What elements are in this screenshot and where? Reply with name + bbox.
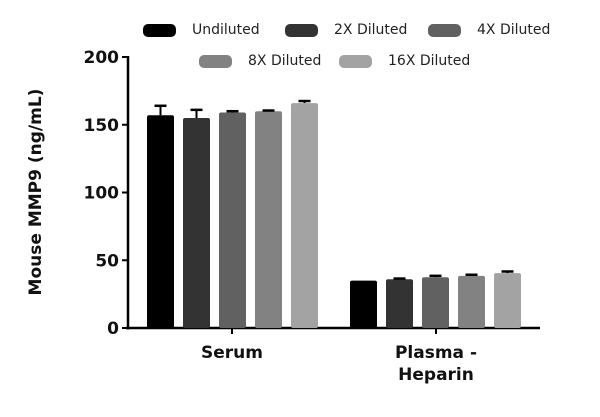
x-category-label: Serum: [201, 343, 263, 363]
bar: [147, 115, 174, 328]
legend-item-undiluted: Undiluted: [143, 22, 260, 38]
legend-item-2x: 2X Diluted: [285, 22, 407, 38]
y-axis-label: Mouse MMP9 (ng/mL): [26, 89, 46, 296]
legend-label: 16X Diluted: [388, 53, 471, 69]
legend-swatch: [285, 23, 318, 37]
bar: [291, 103, 318, 328]
bar: [386, 279, 413, 328]
y-tick-label: 50: [95, 251, 119, 271]
x-category-label: Heparin: [398, 365, 474, 385]
legend-item-16x: 16X Diluted: [339, 53, 470, 69]
legend-label: Undiluted: [192, 22, 260, 38]
legend-label: 2X Diluted: [334, 22, 408, 38]
legend-swatch: [199, 54, 232, 68]
bar: [255, 111, 282, 328]
legend-label: 8X Diluted: [248, 53, 322, 69]
legend-swatch: [143, 23, 176, 37]
legend-item-8x: 8X Diluted: [199, 53, 321, 69]
bar: [494, 273, 521, 328]
y-tick-label: 100: [84, 184, 120, 204]
bar: [422, 277, 449, 328]
bar: [219, 112, 246, 329]
x-category-label: Plasma -: [395, 343, 477, 363]
bar: [458, 275, 485, 328]
y-tick-label: 0: [107, 319, 119, 339]
y-tick-label: 200: [84, 48, 120, 68]
y-tick-label: 150: [84, 116, 120, 136]
bar: [183, 117, 210, 328]
legend-label: 4X Diluted: [477, 22, 551, 38]
legend-swatch: [428, 23, 461, 37]
legend-swatch: [339, 54, 372, 68]
bar: [350, 280, 377, 328]
legend-item-4x: 4X Diluted: [428, 22, 550, 38]
